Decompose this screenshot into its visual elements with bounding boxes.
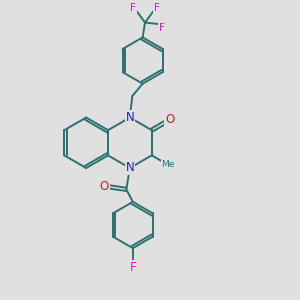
- Text: Me: Me: [161, 160, 175, 169]
- Text: N: N: [125, 161, 134, 175]
- Text: O: O: [99, 181, 109, 194]
- Text: N: N: [125, 111, 134, 124]
- Text: F: F: [130, 3, 136, 13]
- Text: O: O: [165, 113, 174, 126]
- Text: F: F: [154, 3, 160, 13]
- Text: F: F: [130, 261, 136, 274]
- Text: F: F: [159, 22, 165, 32]
